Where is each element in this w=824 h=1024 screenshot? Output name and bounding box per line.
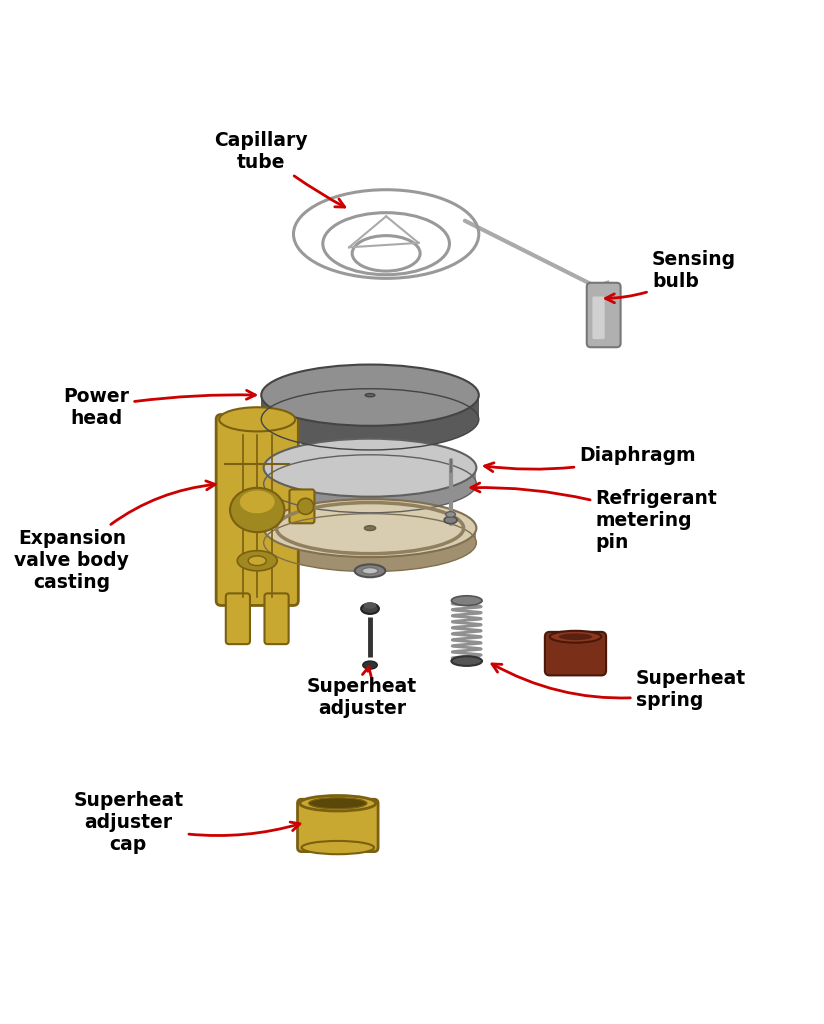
Ellipse shape <box>219 408 295 431</box>
Ellipse shape <box>261 365 479 426</box>
Ellipse shape <box>300 796 376 811</box>
Text: Power
head: Power head <box>63 387 255 428</box>
Ellipse shape <box>237 551 277 570</box>
Ellipse shape <box>264 499 476 557</box>
Ellipse shape <box>444 516 457 523</box>
Ellipse shape <box>364 525 376 530</box>
Text: Superheat
adjuster
cap: Superheat adjuster cap <box>73 791 300 854</box>
FancyBboxPatch shape <box>545 632 606 676</box>
Text: Sensing
bulb: Sensing bulb <box>606 250 736 303</box>
FancyBboxPatch shape <box>226 593 250 644</box>
Ellipse shape <box>264 438 476 497</box>
Ellipse shape <box>559 633 592 640</box>
Ellipse shape <box>452 596 482 605</box>
Ellipse shape <box>446 512 456 517</box>
FancyBboxPatch shape <box>587 283 620 347</box>
Ellipse shape <box>362 567 378 574</box>
Text: Superheat
adjuster: Superheat adjuster <box>307 667 417 718</box>
Ellipse shape <box>248 556 266 565</box>
Ellipse shape <box>302 841 374 854</box>
Ellipse shape <box>550 631 602 643</box>
FancyBboxPatch shape <box>265 593 288 644</box>
Ellipse shape <box>361 603 379 614</box>
Ellipse shape <box>309 798 367 809</box>
Text: Superheat
spring: Superheat spring <box>492 664 746 710</box>
Ellipse shape <box>261 389 479 450</box>
Ellipse shape <box>365 393 375 396</box>
Ellipse shape <box>264 514 476 571</box>
Text: Expansion
valve body
casting: Expansion valve body casting <box>15 481 215 592</box>
Text: Diaphragm: Diaphragm <box>485 446 696 472</box>
Polygon shape <box>264 528 476 543</box>
Ellipse shape <box>363 662 377 669</box>
Ellipse shape <box>264 455 476 513</box>
FancyBboxPatch shape <box>592 297 605 339</box>
Ellipse shape <box>297 499 314 514</box>
FancyBboxPatch shape <box>289 489 315 523</box>
Ellipse shape <box>452 656 482 666</box>
Polygon shape <box>261 395 479 420</box>
Text: Refrigerant
metering
pin: Refrigerant metering pin <box>471 483 718 552</box>
Ellipse shape <box>354 564 386 578</box>
FancyBboxPatch shape <box>216 415 298 605</box>
Ellipse shape <box>239 489 275 514</box>
Polygon shape <box>264 468 476 483</box>
Text: Capillary
tube: Capillary tube <box>214 130 344 207</box>
FancyBboxPatch shape <box>297 800 378 852</box>
Ellipse shape <box>230 487 284 532</box>
Ellipse shape <box>363 602 377 608</box>
